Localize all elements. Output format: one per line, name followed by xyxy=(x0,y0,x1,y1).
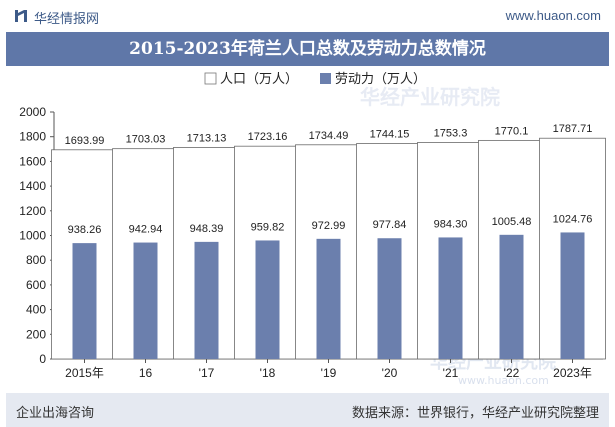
website-url: www.huaon.com xyxy=(505,8,601,23)
labor-value-label: 1005.48 xyxy=(492,216,532,228)
x-tick-label: '22 xyxy=(504,366,520,380)
brand-name: 华经情报网 xyxy=(34,11,100,26)
x-tick-label: '20 xyxy=(382,366,398,380)
chart-title: 2015-2023年荷兰人口总数及劳动力总数情况 xyxy=(6,32,609,66)
labor-value-label: 959.82 xyxy=(251,221,285,233)
population-value-label: 1723.16 xyxy=(248,131,288,143)
legend-swatch-population xyxy=(204,72,217,85)
population-value-label: 1787.71 xyxy=(553,123,593,135)
logo-icon xyxy=(15,10,27,22)
top-bar: 华经情报网 www.huaon.com xyxy=(0,0,615,32)
legend-swatch-labor xyxy=(320,73,331,84)
labor-bar xyxy=(499,234,524,359)
legend-label-labor: 劳动力（万人） xyxy=(335,71,426,86)
population-value-label: 1753.3 xyxy=(434,127,468,139)
y-tick-label: 600 xyxy=(26,278,46,292)
population-value-label: 1770.1 xyxy=(495,125,529,137)
y-tick-label: 800 xyxy=(26,253,46,267)
x-tick-label: '18 xyxy=(260,366,276,380)
labor-value-label: 972.99 xyxy=(312,220,346,232)
labor-bar xyxy=(255,240,280,359)
x-tick-label: 2023年 xyxy=(553,366,592,380)
labor-bar xyxy=(316,238,341,359)
labor-bar xyxy=(560,232,585,359)
labor-bar xyxy=(72,243,97,359)
labor-value-label: 984.30 xyxy=(434,218,468,230)
population-value-label: 1734.49 xyxy=(309,130,349,142)
x-tick-label: '19 xyxy=(321,366,337,380)
population-value-label: 1744.15 xyxy=(370,129,410,141)
labor-value-label: 948.39 xyxy=(190,223,224,235)
y-tick-label: 1200 xyxy=(19,204,46,218)
labor-value-label: 977.84 xyxy=(373,219,407,231)
legend-label-population: 人口（万人） xyxy=(220,71,298,86)
y-tick-label: 200 xyxy=(26,327,46,341)
watermark-text: 华经产业研究院 xyxy=(360,85,500,109)
y-tick-label: 1400 xyxy=(19,179,46,193)
y-tick-label: 1800 xyxy=(19,130,46,144)
population-value-label: 1713.13 xyxy=(187,132,227,144)
labor-bar xyxy=(438,237,463,359)
x-tick-label: '21 xyxy=(443,366,459,380)
y-tick-label: 2000 xyxy=(19,105,46,119)
x-tick-label: 16 xyxy=(139,366,153,380)
y-tick-label: 1000 xyxy=(19,229,46,243)
x-tick-label: 2015年 xyxy=(65,366,104,380)
chart-area: 华经产业研究院 华经产业研究院 www.huaon.com 0 200 400 600 800… xyxy=(0,66,615,393)
watermark-url: www.huaon.com xyxy=(458,374,549,387)
population-value-label: 1703.03 xyxy=(126,134,166,146)
footer-note: 企业出海咨询 xyxy=(16,405,95,420)
y-tick-label: 1600 xyxy=(19,154,46,168)
labor-value-label: 942.94 xyxy=(129,224,163,236)
data-source: 数据来源：世界银行，华经产业研究院整理 xyxy=(351,405,599,420)
bar-chart: 华经产业研究院华经产业研究院www.huaon.com0200400600800… xyxy=(19,71,606,387)
y-tick-label: 400 xyxy=(26,303,46,317)
y-tick-label: 0 xyxy=(39,352,46,366)
labor-bar xyxy=(133,242,158,359)
labor-value-label: 1024.76 xyxy=(553,213,593,225)
labor-value-label: 938.26 xyxy=(68,224,102,236)
population-value-label: 1693.99 xyxy=(65,135,105,147)
x-tick-label: '17 xyxy=(199,366,215,380)
labor-bar xyxy=(377,238,402,359)
footer-bar: 企业出海咨询 数据来源：世界银行，华经产业研究院整理 xyxy=(6,393,609,427)
labor-bar xyxy=(194,241,219,359)
